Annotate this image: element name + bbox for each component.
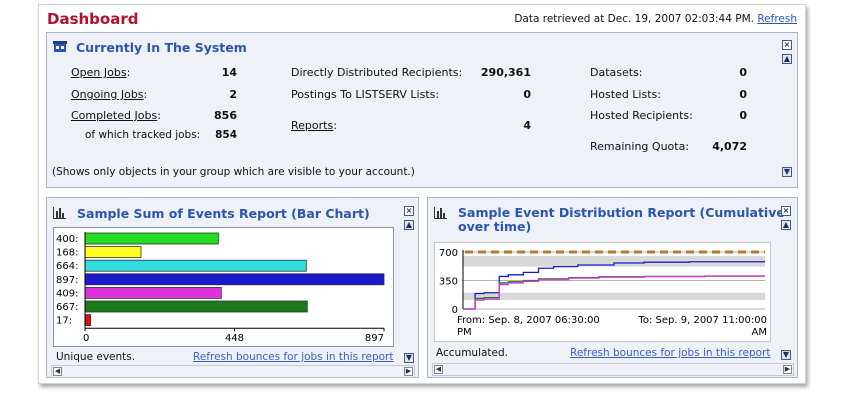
line-chart-area: 700 350 0 From: Sep. 8, 2007 06:30:00 PM To: … xyxy=(434,242,771,342)
range-to-suffix: AM xyxy=(752,327,767,338)
bar-refresh-link[interactable]: Refresh bounces for jobs in this report xyxy=(193,351,394,363)
ongoing-jobs-value: 2 xyxy=(229,88,237,101)
bar-chart-area: 400: 168: 664: 897: 409: 667: 17: 0 448 897 xyxy=(53,227,394,347)
band xyxy=(463,256,765,267)
hosted-lists-value: 0 xyxy=(739,88,747,101)
page-title: Dashboard xyxy=(47,10,139,28)
bar-category-label: 168: xyxy=(56,248,78,259)
scroll-left-icon[interactable]: ◀ xyxy=(434,365,443,374)
collapse-icon[interactable]: ▲ xyxy=(782,54,792,64)
ongoing-jobs-row: Ongoing Jobs: xyxy=(71,88,148,101)
scroll-right-icon[interactable]: ▶ xyxy=(404,367,413,376)
bar-report-footer: Unique events. xyxy=(56,351,136,363)
system-panel: Currently In The System × ▲ ▼ Open Jobs:… xyxy=(46,32,798,188)
completed-jobs-value: 856 xyxy=(214,109,237,122)
x-tick-label: 0 xyxy=(83,333,89,344)
collapse-icon[interactable]: ▲ xyxy=(404,220,414,230)
line-report-footer: Accumulated. xyxy=(436,347,509,359)
hosted-lists-label: Hosted Lists: xyxy=(590,88,661,101)
bar-category-label: 409: xyxy=(56,288,78,299)
hosted-recipients-value: 0 xyxy=(739,109,747,122)
range-from-suffix: PM xyxy=(457,327,472,338)
bar-report-title: Sample Sum of Events Report (Bar Chart) xyxy=(77,206,370,221)
completed-jobs-link[interactable]: Completed Jobs xyxy=(71,109,158,122)
open-jobs-value: 14 xyxy=(221,66,237,79)
bar xyxy=(84,287,222,299)
x-tick-label: 897 xyxy=(365,333,384,344)
ddr-label: Directly Distributed Recipients: xyxy=(291,66,463,79)
bar xyxy=(84,300,308,313)
scroll-left-icon[interactable]: ◀ xyxy=(53,367,62,376)
ddr-value: 290,361 xyxy=(480,66,531,79)
datasets-value: 0 xyxy=(739,66,747,79)
reports-value: 4 xyxy=(523,119,531,132)
bar xyxy=(84,259,307,272)
expand-icon[interactable]: ▼ xyxy=(782,167,792,177)
visibility-note: (Shows only objects in your group which … xyxy=(52,166,415,178)
expand-icon[interactable]: ▼ xyxy=(404,353,414,363)
series-line xyxy=(463,261,765,310)
bar-category-label: 664: xyxy=(56,261,78,272)
postings-label: Postings To LISTSERV Lists: xyxy=(291,88,440,101)
bar xyxy=(84,232,219,245)
close-icon[interactable]: × xyxy=(782,40,792,50)
series-line xyxy=(463,275,765,310)
close-icon[interactable]: × xyxy=(781,206,791,216)
open-jobs-row: Open Jobs: xyxy=(71,66,131,79)
bar-category-label: 667: xyxy=(56,302,78,313)
hosted-recipients-label: Hosted Recipients: xyxy=(590,109,693,122)
bar-chart-icon xyxy=(53,207,66,219)
bar xyxy=(84,246,142,259)
bar xyxy=(84,314,92,326)
bar-scrollbar[interactable]: ◀ ▶ xyxy=(51,365,415,378)
scroll-right-icon[interactable]: ▶ xyxy=(783,365,792,374)
range-to-label: To: Sep. 9, 2007 11:00:00 xyxy=(637,315,767,326)
open-jobs-link[interactable]: Open Jobs xyxy=(71,66,127,79)
bar-category-label: 897: xyxy=(56,275,78,286)
completed-jobs-row: Completed Jobs: xyxy=(71,109,161,122)
line-report-title-1: Sample Event Distribution Report (Cumula… xyxy=(458,205,785,220)
bar-chart: 400: 168: 664: 897: 409: 667: 17: 0 448 897 xyxy=(56,232,385,344)
bar-category-label: 17: xyxy=(56,316,72,327)
bar-chart-icon xyxy=(434,207,447,219)
postings-value: 0 xyxy=(523,88,531,101)
line-report-panel: Sample Event Distribution Report (Cumula… xyxy=(427,197,798,378)
line-report-title-2: over time) xyxy=(458,219,532,234)
dashboard: Dashboard Data retrieved at Dec. 19, 200… xyxy=(38,4,806,384)
y-tick-label: 0 xyxy=(452,305,458,316)
y-tick-label: 700 xyxy=(439,248,458,259)
x-tick-label: 448 xyxy=(225,333,244,344)
line-report-title: Sample Event Distribution Report (Cumula… xyxy=(458,206,785,234)
quota-value: 4,072 xyxy=(712,140,747,153)
line-scrollbar[interactable]: ◀ ▶ xyxy=(432,363,794,376)
quota-label: Remaining Quota: xyxy=(590,140,690,153)
ongoing-jobs-link[interactable]: Ongoing Jobs xyxy=(71,88,144,101)
collapse-icon[interactable]: ▲ xyxy=(781,220,791,230)
bar-report-panel: Sample Sum of Events Report (Bar Chart) … xyxy=(46,197,419,378)
reports-link[interactable]: Reports xyxy=(291,119,334,132)
system-icon xyxy=(53,41,67,52)
retrieved-text: Data retrieved at Dec. 19, 2007 02:03:44… xyxy=(514,13,754,25)
bar xyxy=(84,273,385,286)
expand-icon[interactable]: ▼ xyxy=(781,350,791,360)
close-icon[interactable]: × xyxy=(404,206,414,216)
y-tick-label: 350 xyxy=(439,277,458,288)
datasets-label: Datasets: xyxy=(590,66,643,79)
series-line xyxy=(463,275,765,310)
system-panel-title: Currently In The System xyxy=(76,40,247,55)
reports-row: Reports: xyxy=(291,119,337,132)
retrieved-info: Data retrieved at Dec. 19, 2007 02:03:44… xyxy=(514,13,797,25)
line-refresh-link[interactable]: Refresh bounces for jobs in this report xyxy=(570,347,771,359)
range-from-label: From: Sep. 8, 2007 06:30:00 xyxy=(457,315,600,326)
band xyxy=(463,292,765,301)
bar-category-label: 400: xyxy=(56,234,78,245)
tracked-jobs-value: 854 xyxy=(215,129,237,141)
tracked-jobs-label: of which tracked jobs: xyxy=(85,129,201,141)
refresh-link[interactable]: Refresh xyxy=(757,13,797,25)
